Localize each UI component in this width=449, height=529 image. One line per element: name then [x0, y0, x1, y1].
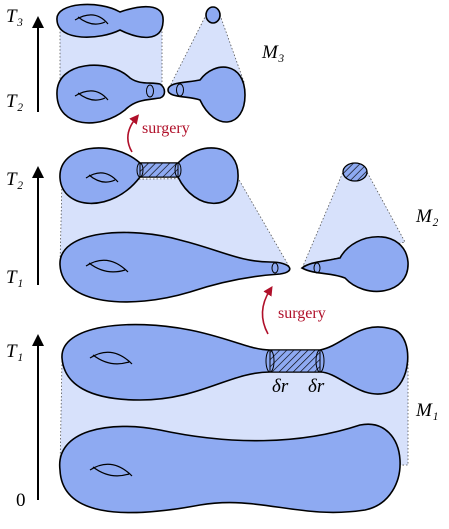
- panel-m3: T₃ T₂ M₃: [6, 3, 284, 124]
- neck-cut: [313, 262, 321, 274]
- surgery-arrow: [261, 285, 273, 335]
- handle: [89, 351, 133, 365]
- surgery-label: surgery: [142, 120, 190, 137]
- manifold: [56, 64, 166, 124]
- panel-m1: δr δr T₁ 0 M₁: [6, 323, 438, 514]
- neck-cut: [136, 162, 144, 178]
- manifold-label: M₃: [261, 42, 284, 63]
- handle: [85, 259, 129, 273]
- manifold: [56, 3, 164, 39]
- neck-label: δr: [272, 376, 289, 397]
- neck-cut: [265, 349, 275, 373]
- surgery-label: surgery: [278, 305, 326, 322]
- manifold: [61, 323, 409, 401]
- cap: [342, 162, 368, 182]
- manifold: [167, 66, 246, 123]
- panel-m2: T₂ T₁ M₂: [6, 147, 439, 303]
- neck-cut: [315, 349, 325, 373]
- manifold: [300, 236, 409, 293]
- time-label: T₂: [6, 169, 24, 190]
- time-label: T₂: [6, 91, 24, 112]
- manifold: [59, 231, 291, 303]
- handle: [89, 463, 133, 477]
- neck-cut: [271, 262, 279, 274]
- surgery-neck: [269, 349, 321, 373]
- manifold: [59, 423, 401, 514]
- time-label: 0: [16, 490, 26, 511]
- neck-cut: [176, 83, 184, 97]
- neck-label: δr: [308, 376, 325, 397]
- neck-cut: [146, 84, 154, 98]
- manifold-label: M₂: [415, 206, 439, 227]
- handle: [74, 14, 109, 25]
- time-label: T₃: [6, 6, 23, 27]
- handle: [74, 90, 109, 101]
- handle: [85, 172, 119, 183]
- time-label: T₁: [6, 341, 23, 362]
- manifold-label: M₁: [415, 400, 438, 421]
- surgery-arrow: [127, 114, 140, 153]
- cap: [205, 6, 221, 24]
- time-label: T₁: [6, 267, 23, 288]
- surgery-neck: [139, 162, 179, 178]
- neck-cut: [174, 162, 182, 178]
